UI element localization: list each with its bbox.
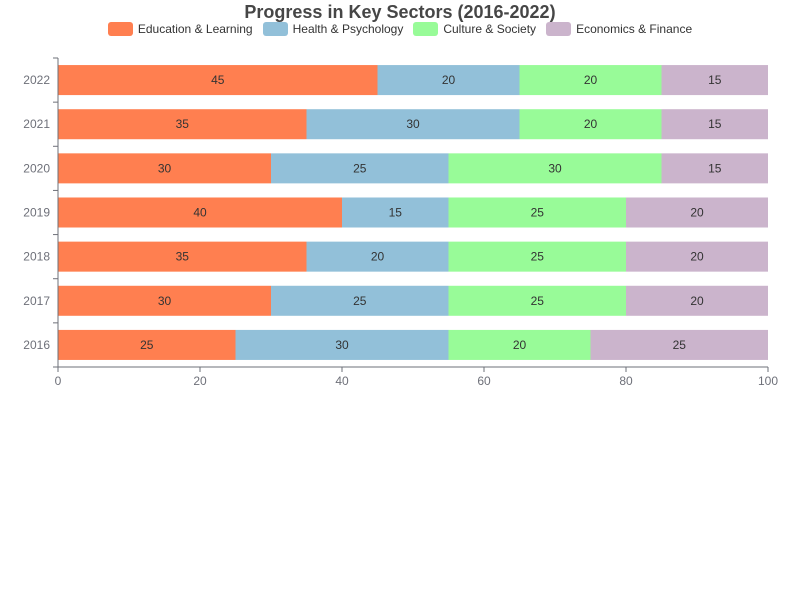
legend-label-health: Health & Psychology <box>292 22 404 36</box>
bar-2022-series-3[interactable] <box>661 65 769 96</box>
bar-2018-series-0[interactable] <box>58 241 307 272</box>
bar-label-2019-series-2: 25 <box>531 206 545 220</box>
y-tick-label-2022: 2022 <box>23 73 50 87</box>
bar-label-2021-series-1: 30 <box>406 117 420 131</box>
chart-legend: Education & Learning Health & Psychology… <box>0 22 800 36</box>
bar-label-2018-series-2: 25 <box>531 250 545 264</box>
legend-item-economics[interactable]: Economics & Finance <box>546 22 692 36</box>
legend-swatch-economics <box>546 22 572 36</box>
bar-label-2020-series-1: 25 <box>353 161 367 175</box>
bar-label-2016-series-3: 25 <box>673 338 687 352</box>
bar-label-2018-series-1: 20 <box>371 250 385 264</box>
bar-label-2019-series-3: 20 <box>690 206 704 220</box>
y-tick-label-2021: 2021 <box>23 117 50 131</box>
bar-2017-series-2[interactable] <box>448 285 627 316</box>
y-tick-label-2018: 2018 <box>23 250 50 264</box>
bar-label-2016-series-1: 30 <box>335 338 349 352</box>
legend-item-health[interactable]: Health & Psychology <box>262 22 404 36</box>
bar-label-2017-series-2: 25 <box>531 294 545 308</box>
bar-2018-series-1[interactable] <box>306 241 449 272</box>
legend-swatch-health <box>262 22 288 36</box>
legend-swatch-culture <box>413 22 439 36</box>
bar-2018-series-2[interactable] <box>448 241 627 272</box>
bar-label-2018-series-3: 20 <box>690 250 704 264</box>
legend-item-culture[interactable]: Culture & Society <box>413 22 536 36</box>
chart-title: Progress in Key Sectors (2016-2022) <box>244 2 556 22</box>
bar-2019-series-1[interactable] <box>342 197 449 228</box>
bar-label-2016-series-2: 20 <box>513 338 527 352</box>
bar-2016-series-2[interactable] <box>448 329 591 360</box>
legend-item-education[interactable]: Education & Learning <box>107 22 253 36</box>
bar-label-2017-series-0: 30 <box>158 294 172 308</box>
bar-2021-series-3[interactable] <box>661 109 769 140</box>
y-tick-label-2016: 2016 <box>23 338 50 352</box>
bar-label-2019-series-1: 15 <box>389 206 403 220</box>
bar-label-2019-series-0: 40 <box>193 206 207 220</box>
bar-label-2022-series-0: 45 <box>211 73 225 87</box>
bar-2018-series-3[interactable] <box>626 241 768 272</box>
bar-2022-series-1[interactable] <box>377 65 520 96</box>
bar-label-2020-series-2: 30 <box>548 161 562 175</box>
bar-label-2017-series-3: 20 <box>690 294 704 308</box>
x-tick-label-20: 20 <box>193 374 207 388</box>
bar-2020-series-1[interactable] <box>271 153 449 184</box>
bar-2016-series-1[interactable] <box>235 329 449 360</box>
bar-2019-series-2[interactable] <box>448 197 627 228</box>
bar-label-2021-series-2: 20 <box>584 117 598 131</box>
bar-2022-series-0[interactable] <box>58 65 378 96</box>
bar-label-2021-series-3: 15 <box>708 117 722 131</box>
y-tick-label-2019: 2019 <box>23 206 50 220</box>
bar-2020-series-0[interactable] <box>58 153 271 184</box>
bar-label-2020-series-0: 30 <box>158 161 172 175</box>
x-tick-label-80: 80 <box>619 374 633 388</box>
bar-2017-series-3[interactable] <box>626 285 768 316</box>
x-tick-label-100: 100 <box>758 374 778 388</box>
bar-label-2022-series-3: 15 <box>708 73 722 87</box>
x-tick-label-60: 60 <box>477 374 491 388</box>
x-tick-label-0: 0 <box>55 374 62 388</box>
bar-2021-series-2[interactable] <box>519 109 662 140</box>
y-tick-label-2017: 2017 <box>23 294 50 308</box>
legend-label-education: Education & Learning <box>137 22 253 36</box>
bar-2016-series-3[interactable] <box>590 329 769 360</box>
bar-label-2018-series-0: 35 <box>176 250 190 264</box>
bar-label-2017-series-1: 25 <box>353 294 367 308</box>
bar-2021-series-1[interactable] <box>306 109 520 140</box>
legend-label-culture: Culture & Society <box>443 22 537 36</box>
bar-2017-series-0[interactable] <box>58 285 271 316</box>
bar-2021-series-0[interactable] <box>58 109 307 140</box>
bar-2020-series-2[interactable] <box>448 153 662 184</box>
bar-2020-series-3[interactable] <box>661 153 769 184</box>
y-tick-label-2020: 2020 <box>23 161 50 175</box>
bar-2016-series-0[interactable] <box>58 329 236 360</box>
bar-2019-series-0[interactable] <box>58 197 342 228</box>
x-tick-label-40: 40 <box>335 374 349 388</box>
bar-2017-series-1[interactable] <box>271 285 449 316</box>
bar-label-2022-series-1: 20 <box>442 73 456 87</box>
bar-2022-series-2[interactable] <box>519 65 662 96</box>
legend-label-economics: Economics & Finance <box>576 22 693 36</box>
bar-label-2020-series-3: 15 <box>708 161 722 175</box>
bar-label-2022-series-2: 20 <box>584 73 598 87</box>
bar-2019-series-3[interactable] <box>626 197 768 228</box>
bar-label-2021-series-0: 35 <box>176 117 190 131</box>
bar-label-2016-series-0: 25 <box>140 338 154 352</box>
legend-swatch-education <box>107 22 133 36</box>
